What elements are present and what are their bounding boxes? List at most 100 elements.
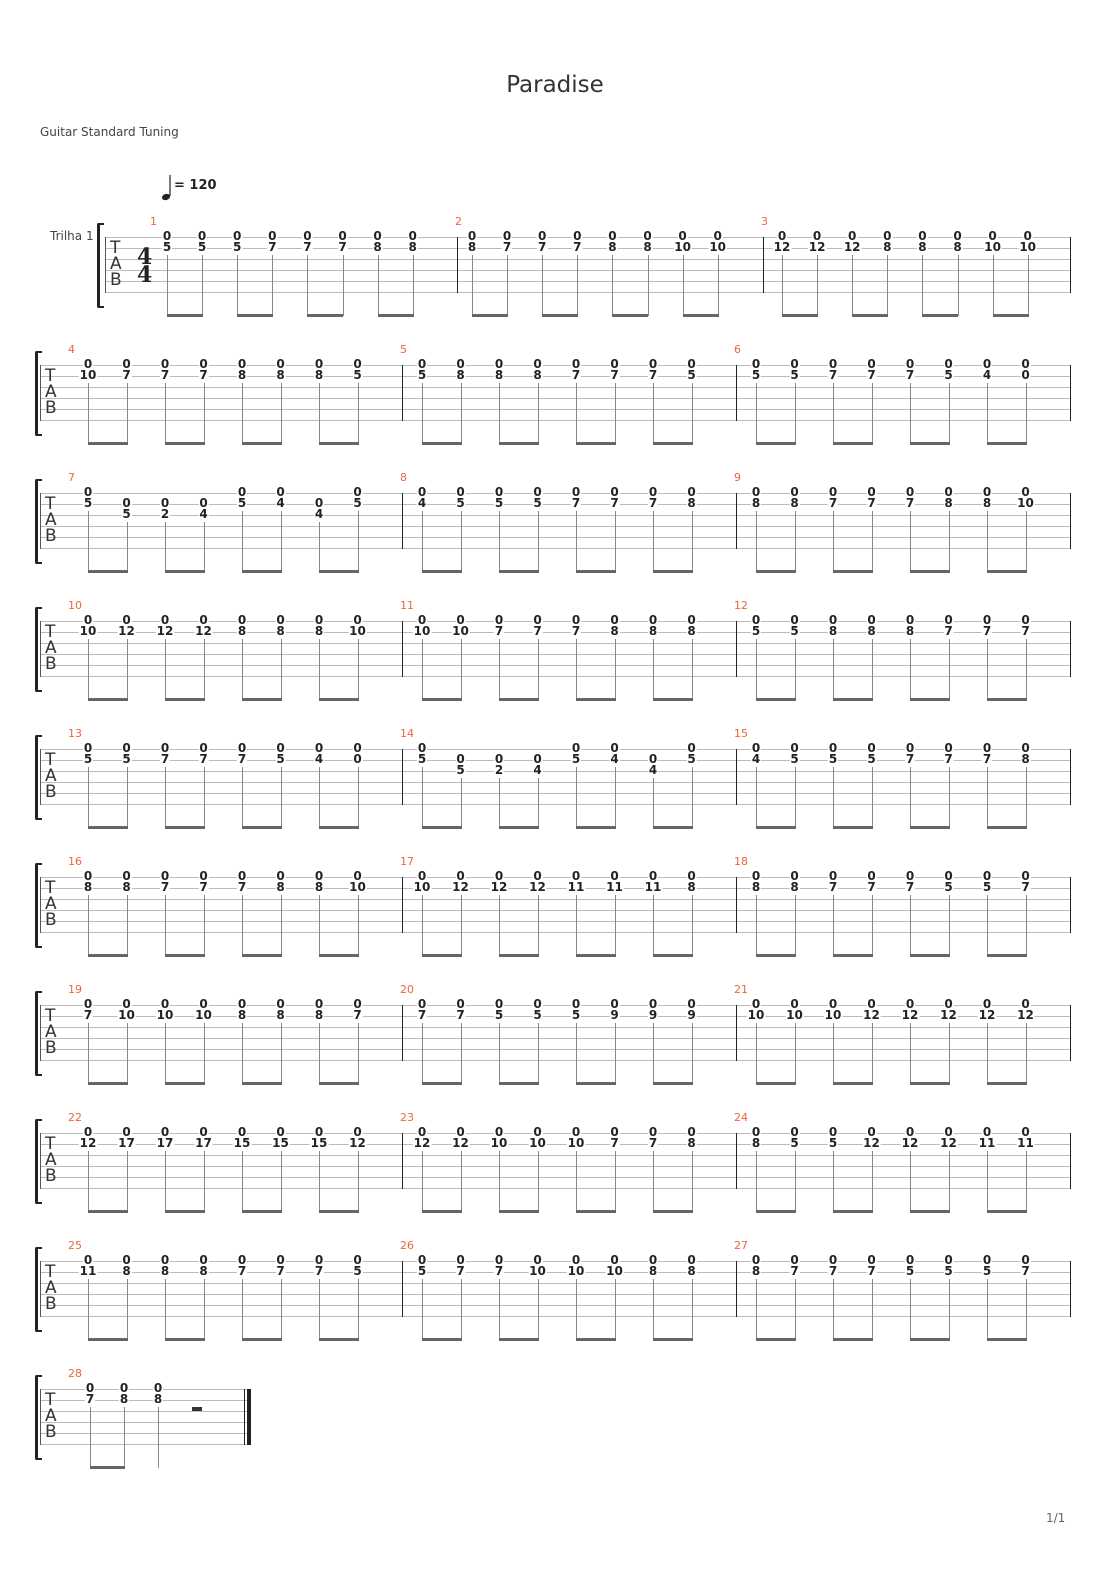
fret-number: 0 <box>313 357 325 371</box>
fret-number: 5 <box>827 1136 839 1150</box>
note-stem <box>272 255 274 316</box>
staff-line <box>40 1294 1070 1295</box>
quarter-note-icon <box>161 175 171 201</box>
fret-number: 7 <box>537 240 548 254</box>
measure-number: 20 <box>400 983 414 996</box>
fret-number: 0 <box>647 1253 659 1267</box>
system-bracket <box>35 479 42 564</box>
note-stem <box>948 511 950 572</box>
eighth-beam <box>88 1082 128 1085</box>
note-stem <box>507 255 509 316</box>
fret-number: 0 <box>570 357 582 371</box>
fret-number: 0 <box>981 741 993 755</box>
fret-number: 5 <box>904 1264 916 1278</box>
fret-number: 0 <box>159 496 171 510</box>
fret-number: 0 <box>827 1125 839 1139</box>
fret-number: 0 <box>198 357 209 371</box>
fret-number: 7 <box>904 496 916 510</box>
note-stem <box>833 767 834 828</box>
note-stem <box>653 778 654 828</box>
barline <box>1070 365 1071 421</box>
fret-number: 8 <box>827 624 839 638</box>
fret-number: 0 <box>642 229 653 243</box>
barline <box>736 365 737 421</box>
staff-line <box>40 409 1070 410</box>
fret-number: 0 <box>501 229 513 243</box>
fret-number: 5 <box>416 368 428 382</box>
note-stem <box>422 895 423 956</box>
fret-number: 0 <box>416 997 428 1011</box>
fret-number: 7 <box>198 880 209 894</box>
fret-number: 5 <box>827 752 839 766</box>
fret-number: 0 <box>121 997 132 1011</box>
fret-number: 0 <box>455 357 466 371</box>
fret-number: 8 <box>159 1264 171 1278</box>
note-stem <box>460 778 462 828</box>
note-stem <box>782 255 783 316</box>
fret-number: 0 <box>159 1125 171 1139</box>
staff-line <box>40 621 1070 622</box>
fret-number: 0 <box>917 229 928 243</box>
barline <box>1070 749 1071 805</box>
page-number: 1/1 <box>1046 1511 1066 1525</box>
fret-number: 10 <box>823 1008 843 1022</box>
fret-number: 0 <box>609 1125 620 1139</box>
fret-number: 4 <box>609 752 620 766</box>
fret-number: 0 <box>686 1125 697 1139</box>
staff-line <box>40 1400 250 1401</box>
fret-number: 0 <box>943 1125 954 1139</box>
note-stem <box>691 1023 693 1084</box>
fret-number: 0 <box>82 1125 94 1139</box>
note-stem <box>90 1407 91 1468</box>
note-stem <box>794 895 796 956</box>
fret-number: 0 <box>232 229 243 243</box>
fret-number: 10 <box>566 1264 586 1278</box>
fret-number: 7 <box>827 496 839 510</box>
note-stem <box>88 639 89 700</box>
staff-line <box>40 1177 1070 1178</box>
fret-number: 8 <box>686 1136 697 1150</box>
note-stem <box>126 767 128 828</box>
eighth-beam <box>167 314 204 317</box>
half-rest <box>192 1407 202 1411</box>
fret-number: 0 <box>275 741 286 755</box>
barline <box>1070 493 1071 549</box>
barline <box>1070 237 1071 293</box>
fret-number: 8 <box>372 240 383 254</box>
fret-number: 0 <box>647 869 659 883</box>
tab-clef-letter: A <box>45 638 57 658</box>
note-stem <box>871 511 873 572</box>
fret-number: 0 <box>827 869 839 883</box>
fret-number: 8 <box>686 880 697 894</box>
note-stem <box>460 895 462 956</box>
fret-number: 10 <box>1018 240 1038 254</box>
note-stem <box>203 639 205 700</box>
measure-number: 21 <box>734 983 748 996</box>
fret-number: 0 <box>570 741 582 755</box>
fret-number: 7 <box>532 624 543 638</box>
fret-number: 8 <box>493 368 505 382</box>
note-stem <box>319 1279 320 1340</box>
staff-line <box>40 1305 1070 1306</box>
measure-number: 27 <box>734 1239 748 1252</box>
eighth-beam <box>165 570 205 573</box>
note-stem <box>242 639 243 700</box>
staff-line <box>40 1166 1070 1167</box>
note-stem <box>1025 383 1027 444</box>
fret-number: 8 <box>275 1008 286 1022</box>
measure-number: 22 <box>68 1111 82 1124</box>
fret-number: 0 <box>493 357 505 371</box>
fret-number: 0 <box>82 485 94 499</box>
fret-number: 7 <box>493 624 505 638</box>
note-stem <box>422 639 423 700</box>
note-stem <box>794 383 796 444</box>
fret-number: 0 <box>313 1253 325 1267</box>
note-stem <box>833 1023 834 1084</box>
fret-number: 12 <box>451 880 470 894</box>
fret-number: 0 <box>236 485 248 499</box>
fret-number: 0 <box>352 1125 363 1139</box>
fret-number: 0 <box>904 869 916 883</box>
note-stem <box>242 1279 243 1340</box>
note-stem <box>242 767 243 828</box>
fret-number: 2 <box>159 507 171 521</box>
